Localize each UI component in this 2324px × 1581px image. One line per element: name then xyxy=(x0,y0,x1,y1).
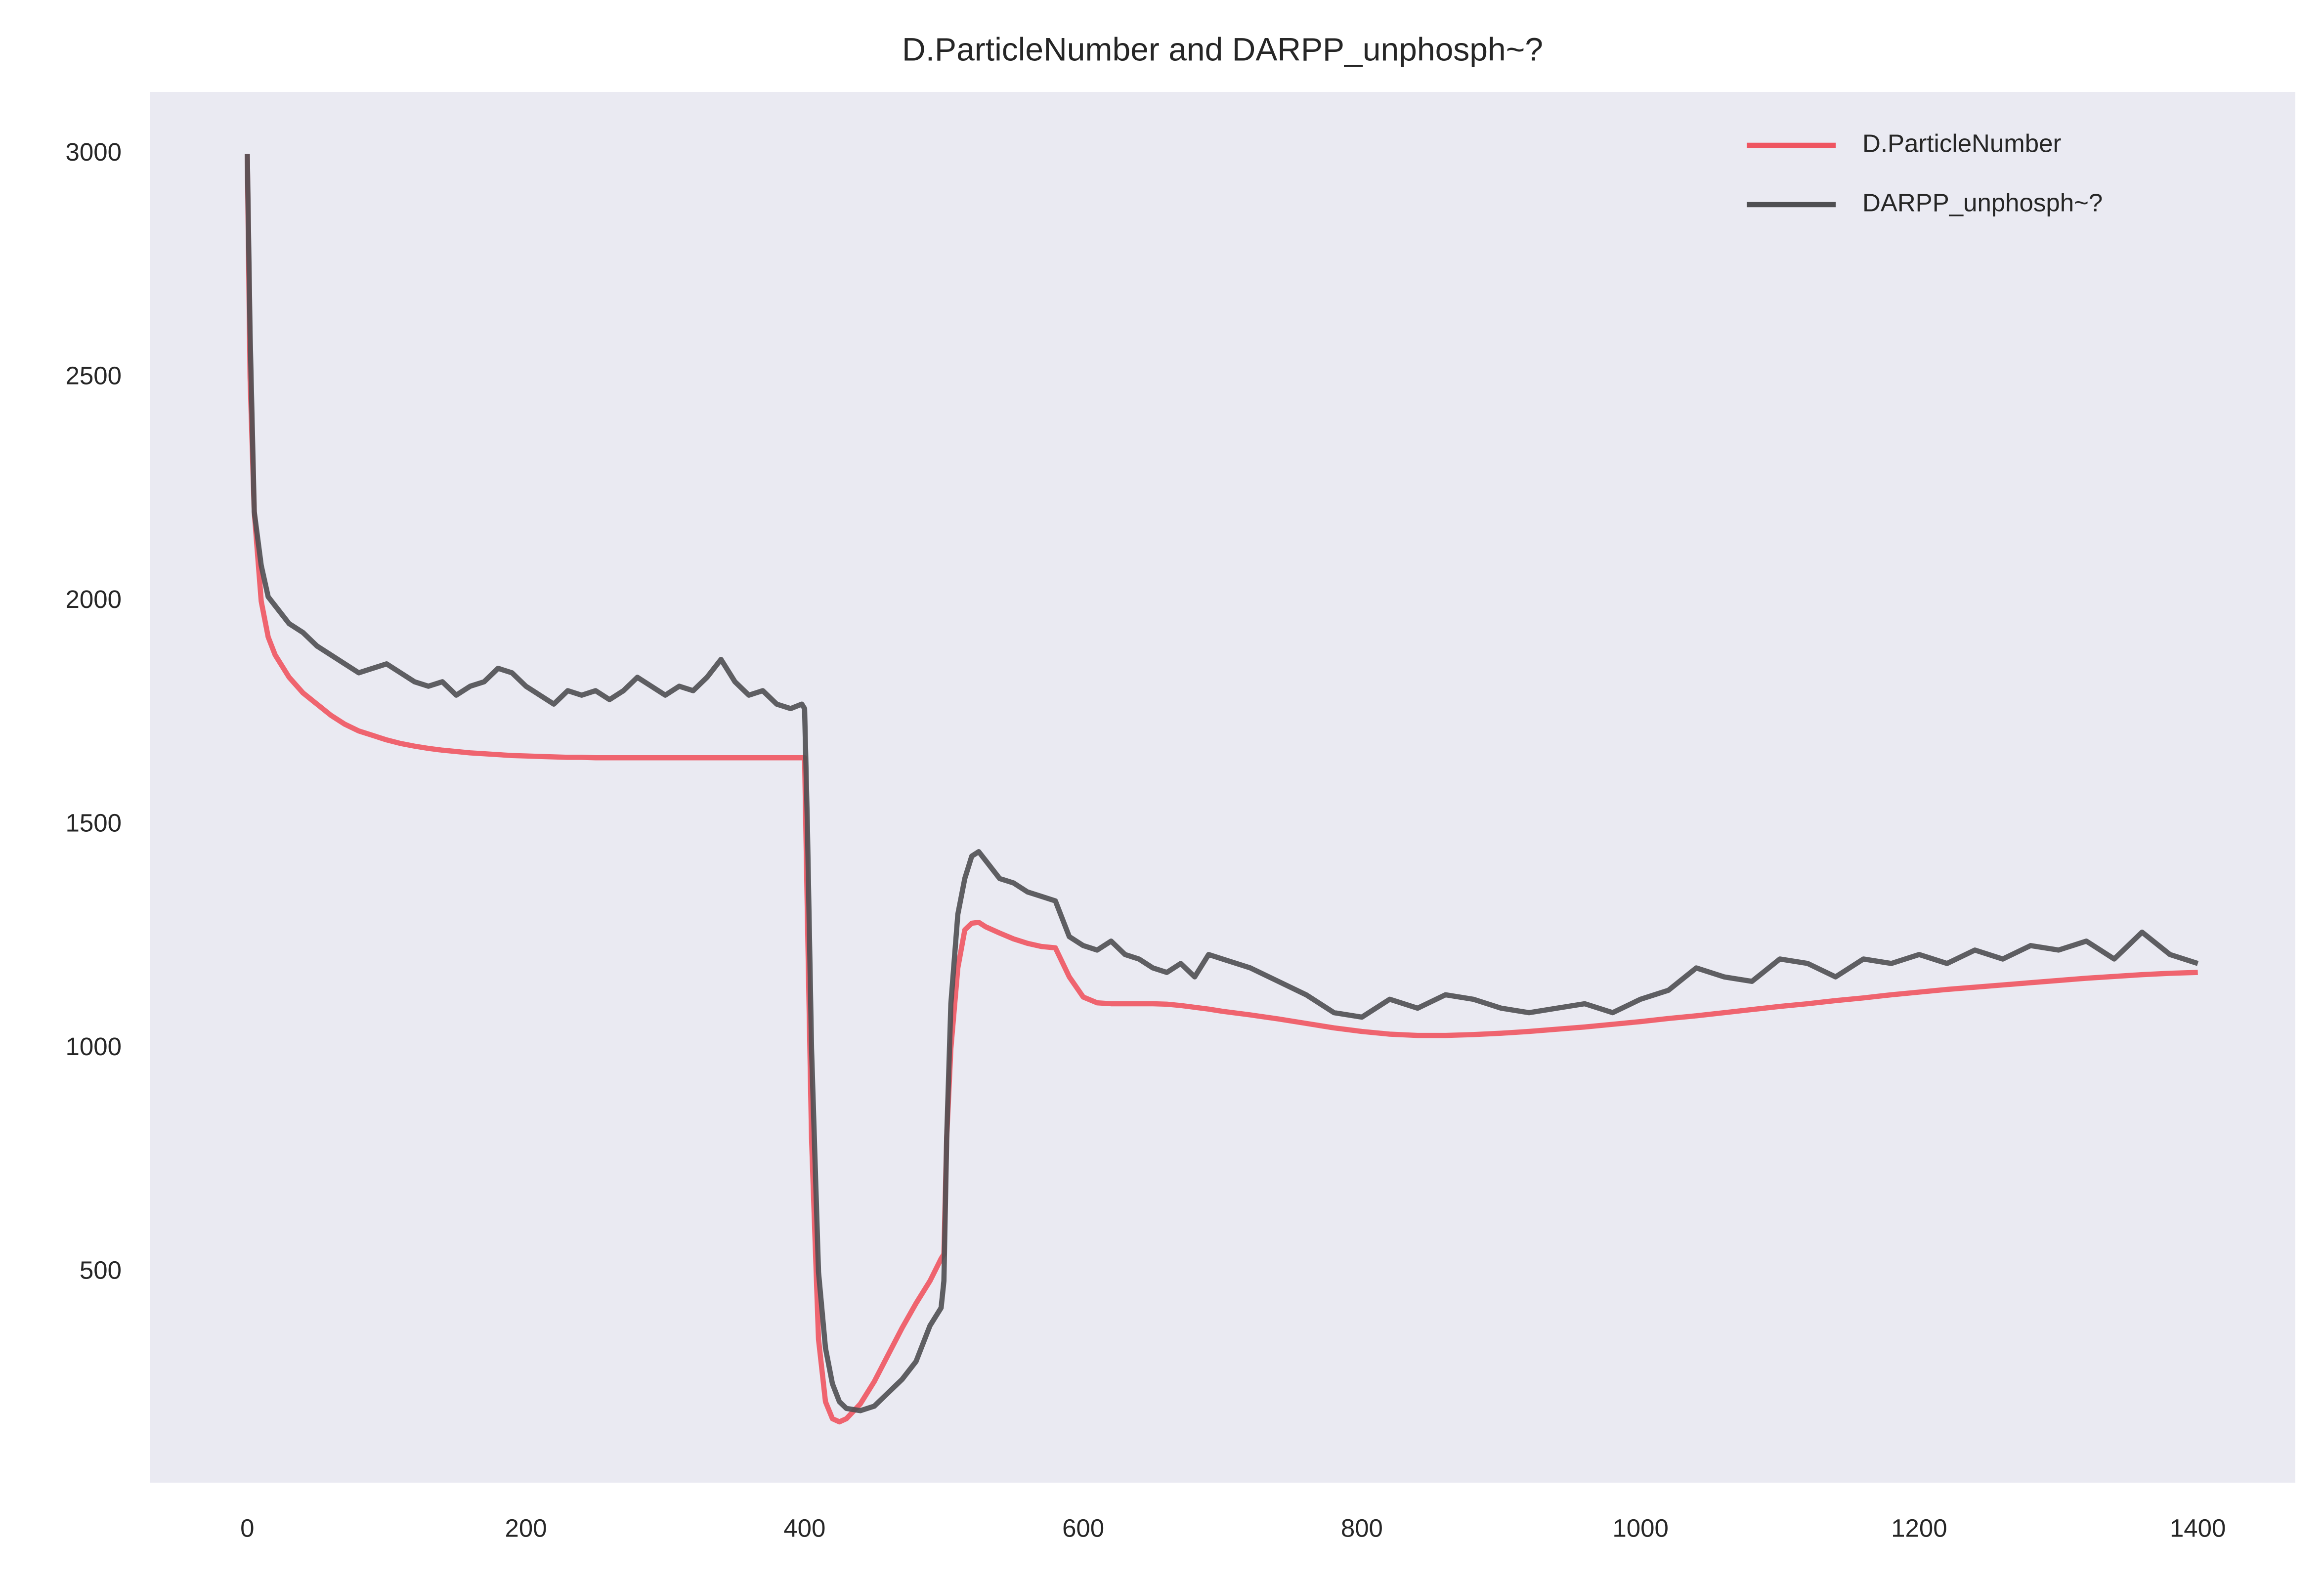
y-tick-label: 2500 xyxy=(66,362,122,390)
chart-title: D.ParticleNumber and DARPP_unphosph~? xyxy=(902,31,1543,67)
y-tick-label: 500 xyxy=(80,1256,122,1284)
x-tick-label: 800 xyxy=(1341,1514,1383,1542)
x-tick-label: 1000 xyxy=(1612,1514,1668,1542)
x-tick-label: 200 xyxy=(505,1514,547,1542)
y-tick-label: 3000 xyxy=(66,138,122,166)
y-tick-label: 1500 xyxy=(66,809,122,837)
x-tick-label: 600 xyxy=(1062,1514,1104,1542)
y-tick-label: 1000 xyxy=(66,1032,122,1061)
x-tick-label: 0 xyxy=(240,1514,254,1542)
series-line xyxy=(245,154,2199,1413)
legend-label: D.ParticleNumber xyxy=(1862,129,2061,157)
plot-area xyxy=(150,92,2296,1483)
x-tick-label: 400 xyxy=(783,1514,825,1542)
y-tick-label: 2000 xyxy=(66,585,122,613)
x-tick-label: 1200 xyxy=(1891,1514,1947,1542)
legend-label: DARPP_unphosph~? xyxy=(1862,188,2103,216)
x-tick-label: 1400 xyxy=(2170,1514,2226,1542)
